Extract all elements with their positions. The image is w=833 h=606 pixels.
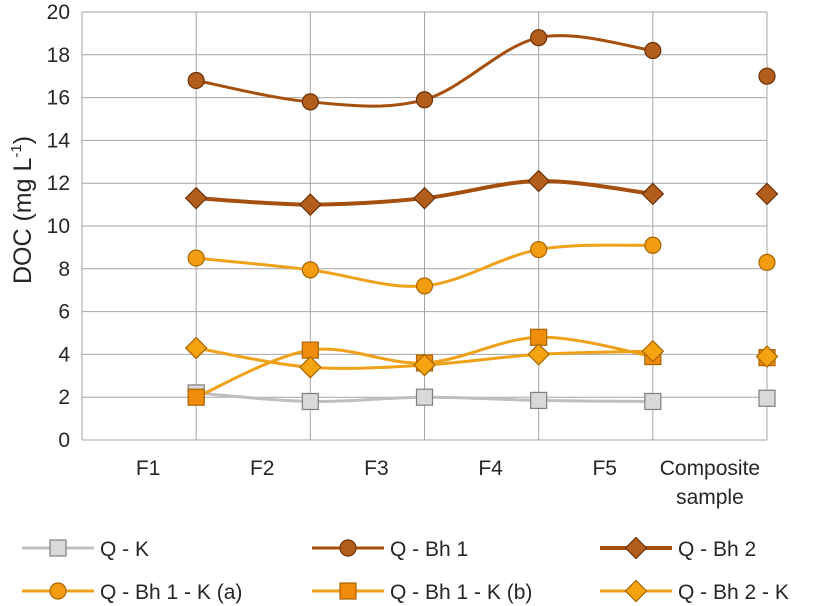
y-tick-labels: 0 2 4 6 8 10 12 14 16 18 20 xyxy=(47,1,71,452)
data-point xyxy=(530,240,548,259)
data-point xyxy=(644,392,662,411)
legend-item-q-bh-2-k: Q - Bh 2 - K xyxy=(600,579,789,604)
x-tick-label-line: F4 xyxy=(478,457,503,480)
x-tick-label: F5 xyxy=(592,457,617,480)
x-tick-label-line: Composite xyxy=(660,457,760,480)
data-point xyxy=(187,388,205,406)
data-point xyxy=(530,29,548,47)
legend-label: Q - Bh 2 xyxy=(678,538,756,561)
data-point xyxy=(187,249,205,267)
y-axis-title: DOC (mg L-1) xyxy=(8,136,37,284)
y-tick-label: 2 xyxy=(58,386,70,409)
y-tick-label: 14 xyxy=(47,129,71,152)
legend-swatch-marker xyxy=(624,536,648,560)
x-tick-label: F1 xyxy=(136,457,161,480)
legend: Q - K Q - Bh 1 Q - Bh 2 Q - Bh 1 - K (a) Q -… xyxy=(22,536,789,604)
y-tick-label: 6 xyxy=(58,301,70,324)
legend-swatch-marker xyxy=(49,582,67,600)
data-point xyxy=(415,91,434,109)
data-point xyxy=(758,389,776,407)
legend-item-q-k: Q - K xyxy=(22,538,149,561)
x-tick-label-line: sample xyxy=(676,486,744,509)
data-point xyxy=(641,182,665,206)
legend-item-q-bh-1-k-a: Q - Bh 1 - K (a) xyxy=(22,581,242,604)
data-point xyxy=(527,169,551,193)
x-tick-label-line: F5 xyxy=(592,457,617,480)
data-point xyxy=(644,41,662,60)
series-q-bh-1 xyxy=(187,29,776,111)
x-tick-label: F3 xyxy=(364,457,389,480)
data-point xyxy=(301,392,319,411)
y-tick-label: 20 xyxy=(47,1,70,24)
data-point xyxy=(758,67,776,85)
x-tick-label-line: F2 xyxy=(250,457,275,480)
y-axis-title-superscript: -1 xyxy=(8,144,25,157)
legend-swatch-marker xyxy=(49,539,67,557)
data-point xyxy=(301,261,319,279)
series-q-bh-1-k-a xyxy=(187,236,776,295)
y-tick-label: 0 xyxy=(58,429,70,452)
legend-swatch-marker xyxy=(624,579,648,603)
data-point xyxy=(530,328,548,346)
x-tick-label-line: F3 xyxy=(364,457,389,480)
y-tick-label: 18 xyxy=(47,44,70,67)
data-point xyxy=(644,236,662,254)
data-point xyxy=(187,71,205,90)
y-axis-title-close: ) xyxy=(9,136,37,144)
x-tick-label: Composite sample xyxy=(660,457,760,509)
legend-swatch-marker xyxy=(339,539,357,557)
data-point xyxy=(755,182,779,206)
legend-label: Q - Bh 1 xyxy=(390,538,468,561)
data-point xyxy=(755,345,779,368)
legend-swatch-marker xyxy=(339,582,357,600)
series-lines xyxy=(184,29,779,411)
data-point xyxy=(184,336,208,360)
y-tick-label: 4 xyxy=(58,343,70,366)
y-axis-title-main: DOC (mg L xyxy=(9,158,37,285)
data-point xyxy=(415,388,434,406)
series-q-bh-2 xyxy=(184,169,779,216)
y-tick-label: 10 xyxy=(47,215,70,238)
x-tick-label-line: F1 xyxy=(136,457,161,480)
legend-label: Q - Bh 2 - K xyxy=(678,581,789,604)
data-point xyxy=(641,339,665,363)
y-tick-label: 8 xyxy=(58,258,70,281)
legend-label: Q - Bh 1 - K (a) xyxy=(100,581,242,604)
legend-item-q-bh-2: Q - Bh 2 xyxy=(600,536,756,561)
x-tick-labels: F1 F2 F3 F4 F5 Composite sample xyxy=(136,457,760,509)
data-point xyxy=(413,186,436,210)
data-point xyxy=(298,193,322,216)
x-tick-label: F4 xyxy=(478,457,503,480)
series-q-bh-2-k xyxy=(184,336,779,379)
data-point xyxy=(184,186,208,210)
legend-item-q-bh-1: Q - Bh 1 xyxy=(312,538,468,561)
data-point xyxy=(758,253,776,271)
data-point xyxy=(301,341,319,359)
data-point xyxy=(527,343,551,366)
legend-label: Q - Bh 1 - K (b) xyxy=(390,581,532,604)
data-point xyxy=(298,355,322,379)
legend-item-q-bh-1-k-b: Q - Bh 1 - K (b) xyxy=(312,581,532,604)
y-tick-label: 16 xyxy=(47,87,70,110)
y-tick-label: 12 xyxy=(47,172,70,195)
data-point xyxy=(415,277,434,295)
series-q-bh-1-k-b xyxy=(187,328,776,406)
data-point xyxy=(413,353,436,377)
data-point xyxy=(530,391,548,410)
legend-label: Q - K xyxy=(100,538,149,561)
data-point xyxy=(301,93,319,111)
x-tick-label: F2 xyxy=(250,457,275,480)
